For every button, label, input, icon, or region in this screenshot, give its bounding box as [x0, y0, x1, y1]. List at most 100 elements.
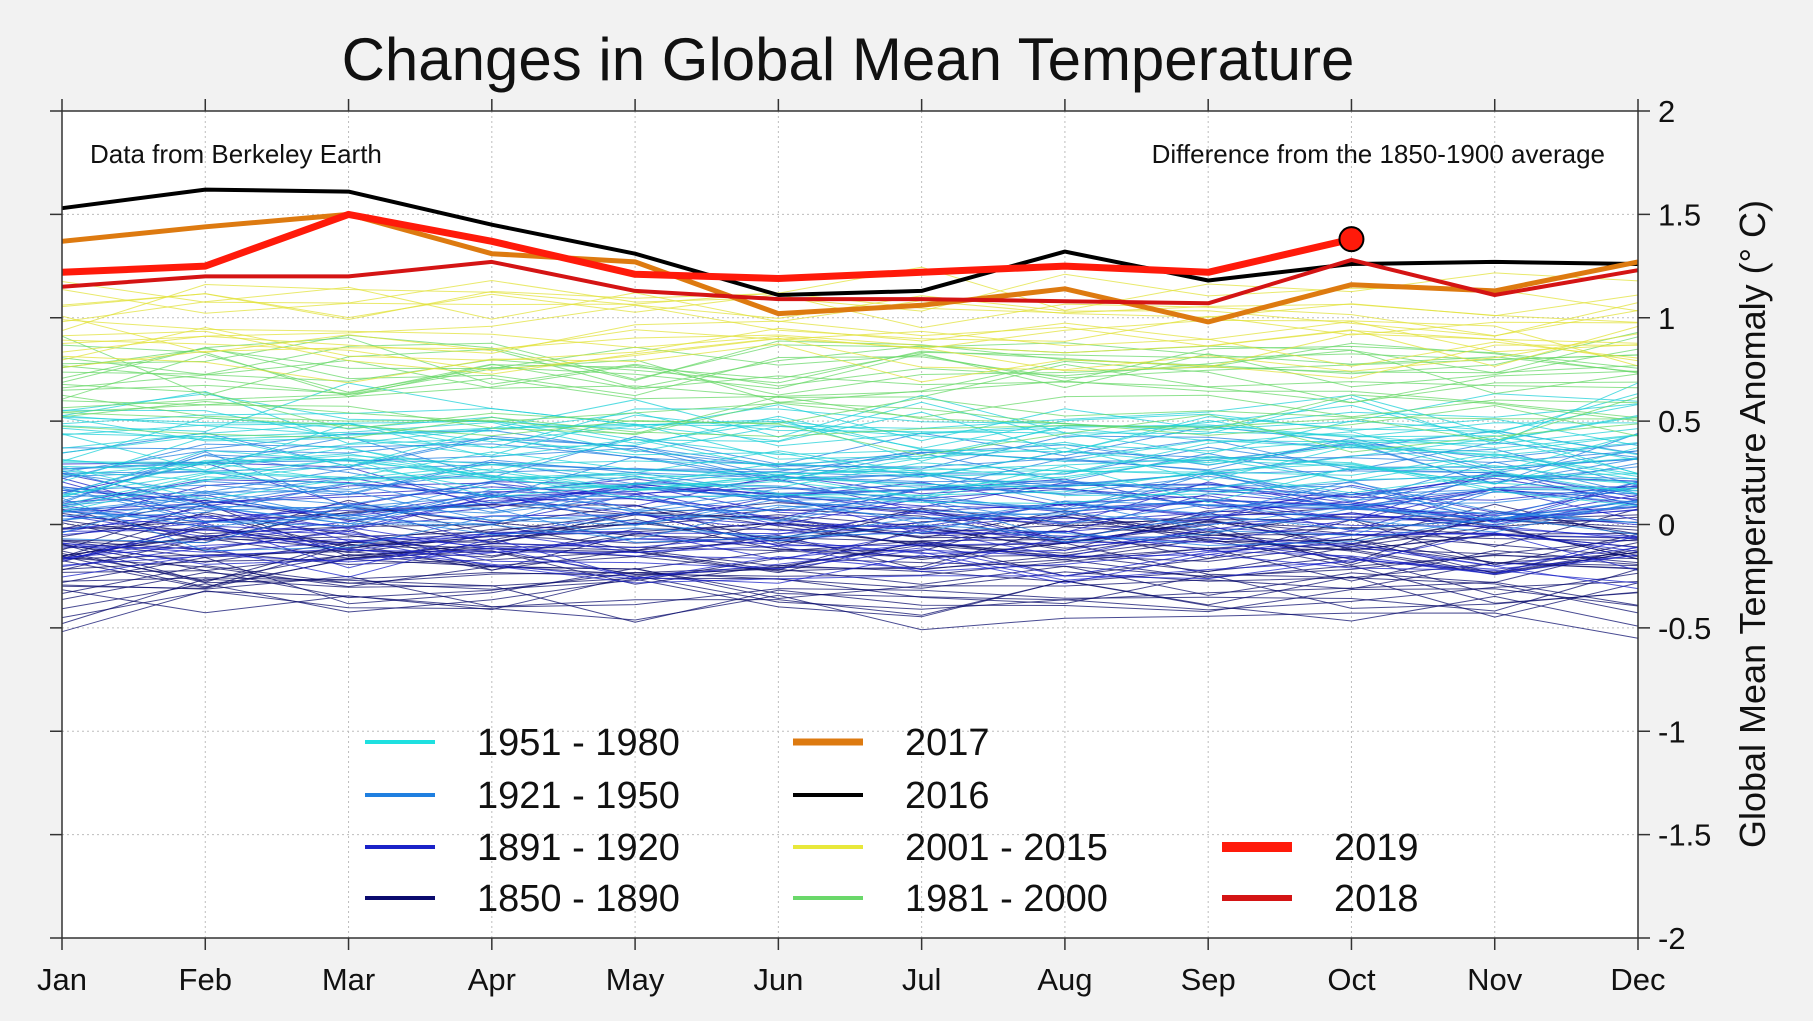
historical-line: [61, 571, 1639, 614]
x-tick-label: Aug: [1037, 962, 1092, 997]
historical-line: [61, 448, 1639, 495]
historical-line: [61, 429, 1639, 471]
historical-line: [61, 500, 1639, 538]
historical-line: [61, 453, 1639, 498]
legend-label: 2001 - 2015: [905, 827, 1108, 869]
series-line-2016: [61, 187, 1639, 297]
series-line-2018: [61, 257, 1639, 306]
historical-line: [61, 488, 1639, 542]
y-tick-label: -1.5: [1658, 818, 1711, 853]
highlight-marker: [1338, 226, 1365, 253]
x-tick-label: Mar: [322, 962, 375, 997]
y-tick-label: 0.5: [1658, 404, 1701, 439]
x-tick-label: Apr: [468, 962, 516, 997]
historical-line: [61, 536, 1639, 590]
historical-line: [61, 347, 1639, 397]
y-tick-label: 0: [1658, 508, 1675, 543]
y-axis-label: Global Mean Temperature Anomaly (° C): [1732, 200, 1773, 848]
historical-line: [61, 407, 1639, 445]
y-tick-label: -2: [1658, 921, 1686, 956]
historical-line: [61, 320, 1639, 354]
historical-line: [61, 481, 1639, 524]
historical-line: [61, 524, 1639, 571]
historical-line: [61, 540, 1639, 583]
legend-label: 2018: [1334, 878, 1419, 920]
historical-line: [61, 525, 1639, 573]
legend-label: 2017: [905, 722, 990, 764]
historical-line: [61, 503, 1639, 540]
historical-line: [61, 556, 1639, 605]
historical-line: [61, 451, 1639, 482]
historical-line: [61, 519, 1639, 563]
historical-line: [61, 344, 1639, 398]
historical-line: [61, 432, 1639, 471]
x-tick-label: Oct: [1327, 962, 1376, 997]
historical-line: [61, 578, 1639, 625]
historical-line: [61, 522, 1639, 571]
legend-label: 1891 - 1920: [477, 827, 680, 869]
historical-line: [61, 348, 1639, 400]
historical-line: [61, 452, 1639, 496]
historical-line: [61, 423, 1639, 461]
historical-line: [61, 542, 1639, 584]
historical-line: [61, 529, 1639, 559]
historical-line: [61, 568, 1639, 619]
historical-line: [61, 330, 1639, 375]
historical-line: [61, 538, 1639, 584]
historical-line: [61, 342, 1639, 384]
y-tick-label: 1.5: [1658, 197, 1701, 232]
historical-line: [61, 433, 1639, 478]
historical-line: [61, 343, 1639, 384]
historical-line: [61, 393, 1639, 442]
x-tick-label: Jul: [902, 962, 942, 997]
historical-line: [61, 473, 1639, 524]
historical-line: [61, 437, 1639, 491]
x-tick-label: May: [606, 962, 665, 997]
chart-title: Changes in Global Mean Temperature: [342, 26, 1355, 93]
historical-line: [61, 325, 1639, 368]
historical-line: [61, 383, 1639, 430]
historical-line: [61, 453, 1639, 490]
axes: -2 -1.5 -1 -0.5 0 0.5 1 1.5 2 Jan Feb Mar Apr May Jun J…: [37, 94, 1711, 997]
legend-label: 2019: [1334, 827, 1419, 869]
x-tick-label: Sep: [1181, 962, 1236, 997]
historical-line: [61, 333, 1639, 372]
historical-line: [61, 590, 1639, 639]
historical-line: [61, 470, 1639, 507]
historical-line: [61, 273, 1639, 312]
legend-label: 1981 - 2000: [905, 878, 1108, 920]
historical-line: [61, 547, 1639, 588]
y-tick-label: 2: [1658, 94, 1675, 129]
legend-label: 2016: [905, 775, 990, 817]
x-tick-label: Nov: [1467, 962, 1523, 997]
y-tick-label: -0.5: [1658, 611, 1711, 646]
historical-lines: [61, 266, 1639, 639]
historical-line: [61, 557, 1639, 606]
source-annotation: Data from Berkeley Earth: [90, 139, 382, 169]
historical-line: [61, 437, 1639, 485]
historical-line: [61, 486, 1639, 527]
highlight-series: [61, 187, 1639, 325]
legend-label: 1921 - 1950: [477, 775, 680, 817]
legend-label: 1850 - 1890: [477, 878, 680, 920]
x-tick-label: Dec: [1610, 962, 1665, 997]
historical-line: [61, 499, 1639, 544]
historical-line: [61, 382, 1639, 445]
historical-line: [61, 377, 1639, 419]
historical-line: [61, 505, 1639, 549]
y-tick-label: 1: [1658, 301, 1675, 336]
historical-line: [61, 461, 1639, 520]
historical-line: [61, 546, 1639, 596]
historical-line: [61, 575, 1639, 618]
historical-line: [61, 527, 1639, 575]
x-tick-label: Jan: [37, 962, 87, 997]
historical-line: [61, 442, 1639, 481]
historical-line: [61, 359, 1639, 404]
historical-line: [61, 450, 1639, 497]
historical-line: [61, 394, 1639, 436]
historical-line: [61, 538, 1639, 579]
historical-line: [61, 575, 1639, 614]
historical-line: [61, 345, 1639, 382]
historical-line: [61, 512, 1639, 555]
